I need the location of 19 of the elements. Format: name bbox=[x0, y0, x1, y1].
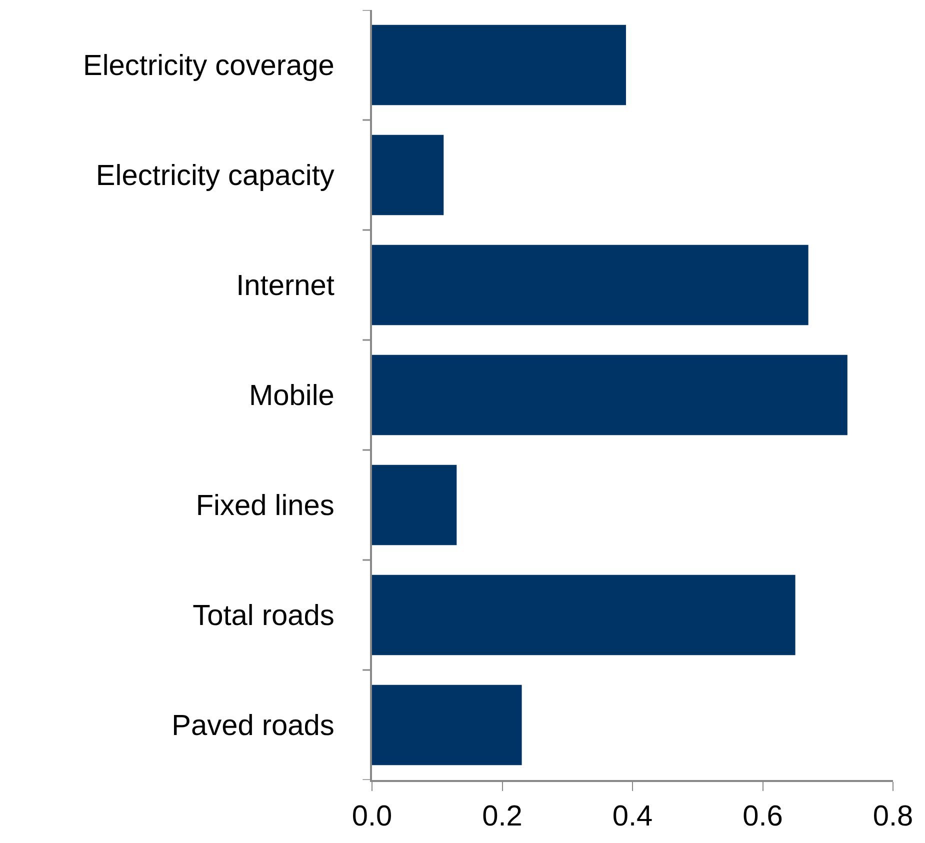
bar bbox=[372, 244, 808, 326]
bar bbox=[372, 134, 444, 216]
y-tick-label: Fixed lines bbox=[196, 490, 334, 522]
x-tick-label: 0.0 bbox=[352, 800, 392, 833]
y-tick-label: Internet bbox=[236, 270, 334, 302]
bar bbox=[372, 684, 522, 766]
y-tick-label: Paved roads bbox=[172, 710, 334, 742]
bar bbox=[372, 354, 848, 436]
y-tick-label: Electricity capacity bbox=[96, 160, 335, 192]
y-tick-label: Mobile bbox=[249, 380, 334, 412]
x-tick-label: 0.6 bbox=[742, 800, 783, 833]
bar bbox=[372, 24, 626, 106]
y-tick-label: Electricity coverage bbox=[83, 50, 334, 82]
y-tick-label: Total roads bbox=[192, 600, 334, 632]
bar bbox=[372, 464, 457, 546]
x-tick-label: 0.4 bbox=[612, 800, 653, 833]
x-tick-label: 0.8 bbox=[872, 800, 914, 833]
bar bbox=[372, 574, 796, 656]
x-tick-label: 0.2 bbox=[482, 800, 522, 833]
